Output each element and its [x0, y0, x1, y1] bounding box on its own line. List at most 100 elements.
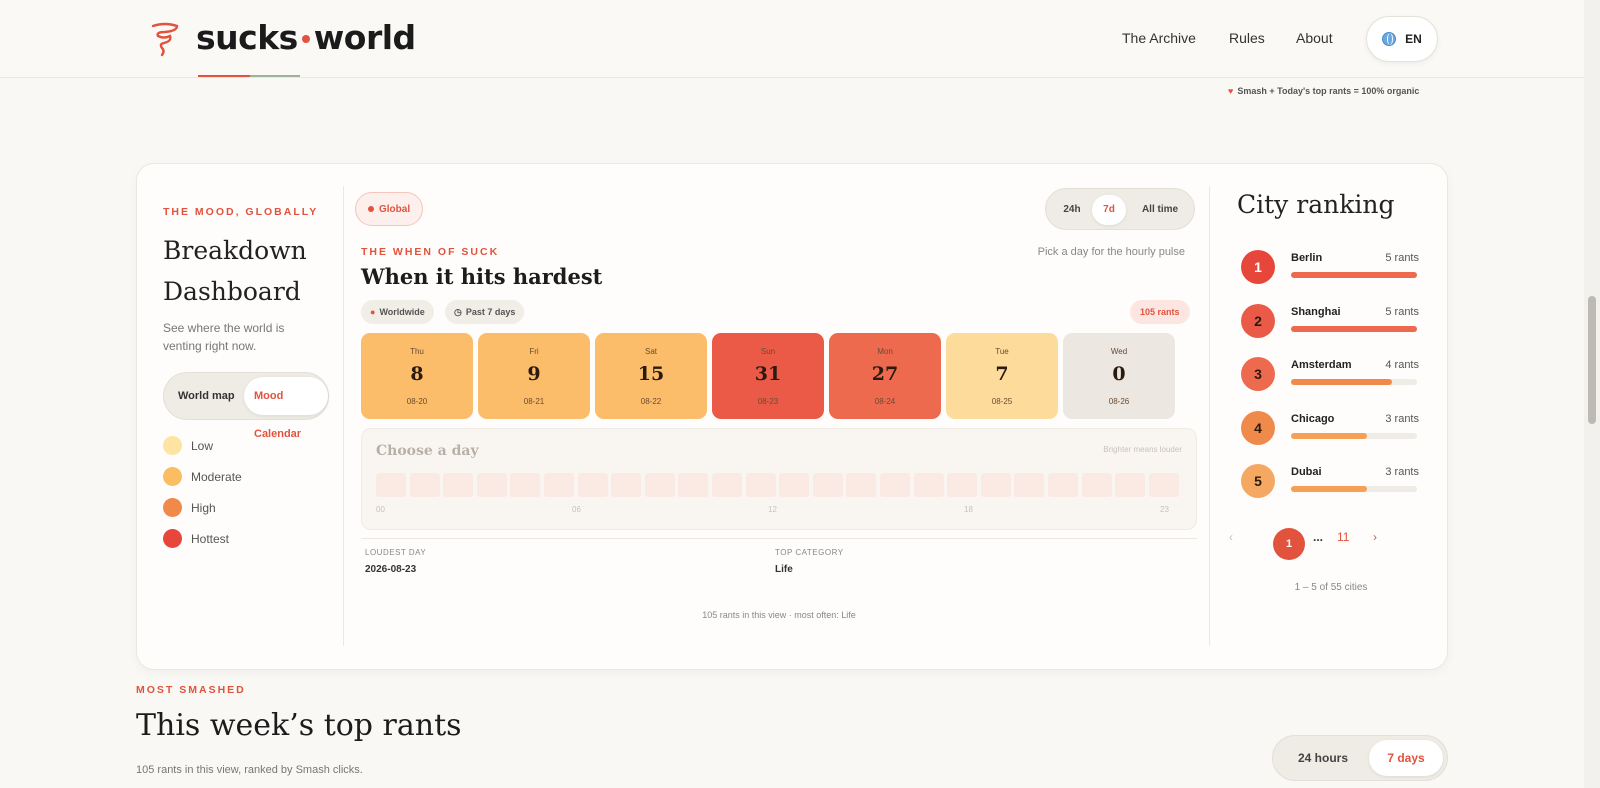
worldwide-chip: ● Worldwide — [361, 300, 434, 324]
hour-label: 18 — [964, 505, 973, 514]
legend-moderate: Moderate — [163, 467, 242, 486]
world-map-toggle[interactable]: World map — [178, 390, 235, 402]
view-toggle: World map Mood Calendar — [163, 372, 329, 440]
city-row[interactable]: 2 Shanghai 5 rants — [1241, 303, 1421, 344]
pager-next[interactable]: › — [1373, 530, 1377, 544]
day-cell-tue[interactable]: Tue 7 08-25 — [946, 333, 1058, 419]
city-row[interactable]: 1 Berlin 5 rants — [1241, 250, 1421, 290]
day-name: Wed — [1110, 347, 1128, 356]
rank-badge: 3 — [1241, 357, 1275, 391]
city-name: Shanghai — [1291, 305, 1341, 318]
clock-icon: ◷ — [454, 306, 462, 317]
city-rant-count: 3 rants — [1385, 466, 1419, 478]
day-cell-wed[interactable]: Wed 0 08-26 — [1063, 333, 1175, 419]
hour-label: 12 — [768, 505, 777, 514]
hour-bar — [745, 473, 776, 497]
language-label: EN — [1405, 32, 1422, 46]
city-name: Chicago — [1291, 412, 1335, 425]
hour-bar — [880, 473, 910, 497]
scrollbar-thumb[interactable] — [1588, 296, 1596, 424]
day-cell-thu[interactable]: Thu 8 08-20 — [361, 333, 473, 419]
range-24-hours[interactable]: 24 hours — [1297, 751, 1348, 765]
pager-page-11[interactable]: 11 — [1337, 530, 1350, 544]
tagline: ♥ Smash + Today's top rants = 100% organi… — [1228, 86, 1420, 96]
range-7-days[interactable]: 7 days — [1369, 740, 1443, 776]
hour-bar — [1115, 473, 1146, 497]
when-eyebrow: THE WHEN OF SUCK — [361, 246, 500, 258]
logo-underline — [198, 75, 250, 77]
day-date: 08-22 — [640, 397, 662, 406]
city-bar-track — [1291, 325, 1417, 332]
hour-label: 23 — [1160, 505, 1169, 514]
day-count: 27 — [871, 363, 899, 385]
city-bar-track — [1291, 379, 1417, 385]
language-button[interactable]: EN — [1366, 16, 1438, 62]
stats-divider — [361, 538, 1197, 539]
hour-bar — [1148, 473, 1179, 497]
hour-bar — [812, 473, 843, 497]
day-cell-mon[interactable]: Mon 27 08-24 — [829, 333, 941, 419]
dot-icon — [368, 206, 374, 212]
rank-badge: 4 — [1241, 410, 1275, 445]
tornado-icon — [151, 22, 179, 56]
mood-eyebrow: THE MOOD, GLOBALLY — [163, 206, 319, 218]
hour-bar — [1014, 473, 1045, 497]
nav-archive[interactable]: The Archive — [1122, 30, 1196, 46]
legend-dot — [163, 467, 182, 486]
divider — [1209, 186, 1210, 646]
scope-global-button[interactable]: Global — [355, 192, 424, 226]
day-cell-sun[interactable]: Sun 31 08-23 — [712, 333, 824, 419]
day-date: 08-20 — [406, 397, 428, 406]
hour-bar — [947, 473, 978, 497]
city-rant-count: 5 rants — [1385, 305, 1419, 318]
day-cell-fri[interactable]: Fri 9 08-21 — [478, 333, 590, 419]
pin-icon: ● — [370, 307, 376, 317]
hour-bar — [510, 473, 541, 497]
day-count: 9 — [527, 363, 541, 385]
hour-bar — [443, 473, 474, 497]
day-date: 08-23 — [757, 397, 779, 406]
hour-bar — [980, 473, 1011, 497]
day-count: 7 — [995, 363, 1009, 385]
top-category-value: Life — [775, 564, 793, 575]
logo-underline-accent — [250, 75, 300, 77]
nav-about[interactable]: About — [1296, 30, 1333, 46]
range-24h[interactable]: 24h — [1063, 204, 1081, 215]
hour-bar — [913, 473, 944, 497]
hour-label: 06 — [572, 505, 581, 514]
hour-bar — [376, 473, 406, 497]
range-7d[interactable]: 7d — [1092, 195, 1126, 225]
hour-bar — [544, 473, 574, 497]
hour-bar — [611, 473, 642, 497]
dashboard-title: Breakdown Dashboard — [163, 236, 307, 306]
pager-page-1[interactable]: 1 — [1273, 528, 1305, 560]
city-row[interactable]: 3 Amsterdam 4 rants — [1241, 357, 1421, 397]
past-7-days-chip: ◷ Past 7 days — [445, 300, 525, 324]
logo[interactable]: sucks world — [150, 18, 416, 77]
pager-prev[interactable]: ‹ — [1229, 530, 1233, 544]
city-bar-track — [1291, 432, 1417, 439]
city-bar-fill — [1291, 325, 1417, 332]
choose-day-title: Choose a day — [376, 443, 479, 459]
city-bar-fill — [1291, 432, 1367, 439]
nav-rules[interactable]: Rules — [1229, 30, 1265, 46]
loudest-day-label: LOUDEST DAY — [365, 548, 427, 557]
when-title: When it hits hardest — [361, 264, 603, 289]
day-count: 15 — [637, 363, 665, 385]
pager-ellipsis: ... — [1313, 530, 1324, 544]
hour-bar — [678, 473, 709, 497]
choose-day-hint: Brighter means louder — [1103, 445, 1182, 454]
city-row[interactable]: 5 Dubai 3 rants — [1241, 464, 1421, 504]
globe-icon — [1382, 32, 1397, 46]
day-date: 08-21 — [523, 397, 545, 406]
hour-bar — [577, 473, 608, 497]
hour-bar — [779, 473, 810, 497]
legend-dot — [163, 498, 182, 517]
pager-page-2[interactable]: 2 — [1293, 530, 1300, 544]
mood-calendar-toggle[interactable]: Mood Calendar — [244, 377, 328, 440]
day-date: 08-26 — [1108, 397, 1130, 406]
dashboard-card: THE MOOD, GLOBALLY Breakdown Dashboard S… — [136, 163, 1448, 670]
city-row[interactable]: 4 Chicago 3 rants — [1241, 410, 1421, 451]
range-all-time[interactable]: All time — [1141, 204, 1179, 215]
day-cell-sat[interactable]: Sat 15 08-22 — [595, 333, 707, 419]
